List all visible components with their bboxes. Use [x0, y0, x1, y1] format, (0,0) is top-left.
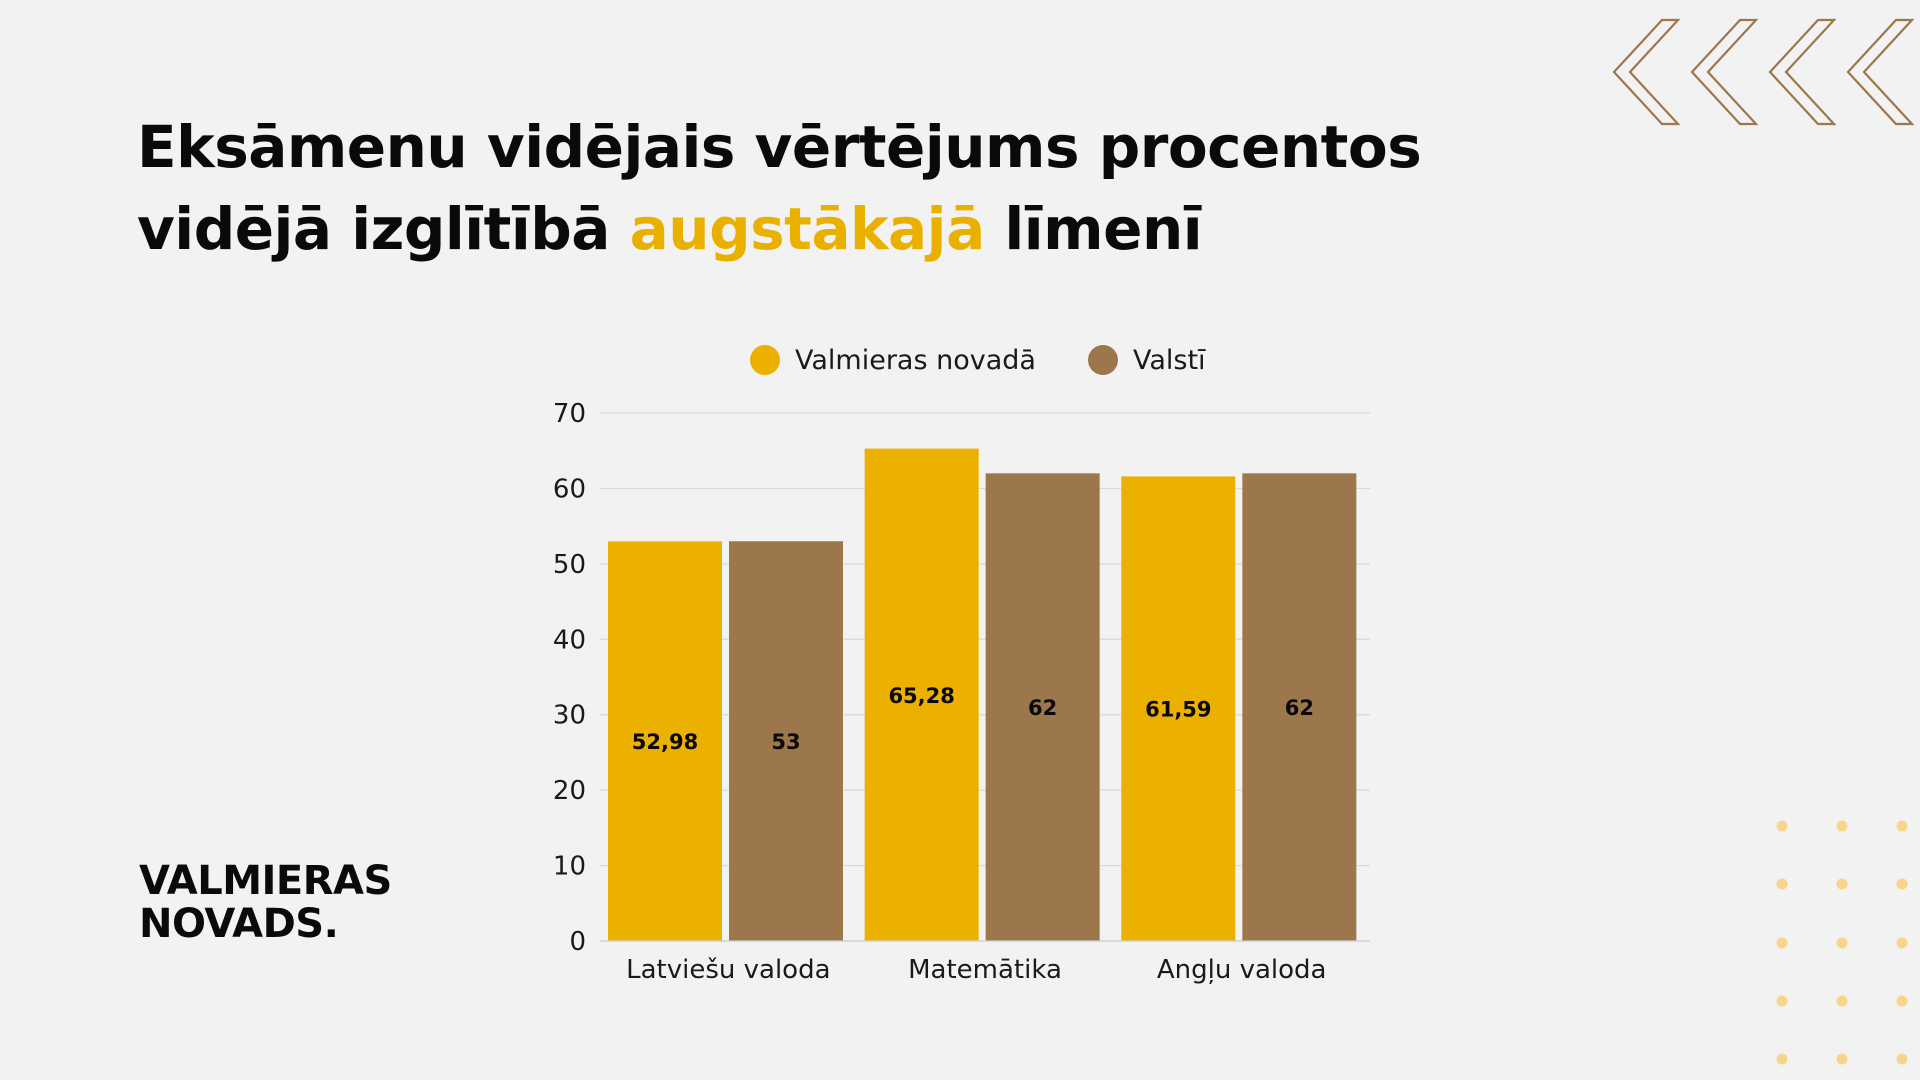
legend-label-valmieras: Valmieras novadā: [795, 344, 1036, 376]
logo-line-2: NOVADS.: [139, 901, 339, 947]
dot-grid: [1776, 820, 1908, 1065]
title-line-2-start: vidējā izglītībā: [137, 195, 630, 263]
y-tick-label: 70: [553, 399, 586, 429]
title-line-2-end: līmenī: [984, 195, 1203, 263]
legend-item-valsti: Valstī: [1087, 344, 1206, 376]
bar: [985, 473, 1100, 941]
chevron-left-icons: [1612, 18, 1915, 126]
bar: [1242, 473, 1357, 941]
data-label: 65,28: [888, 684, 954, 708]
chevron-left-icon: [1612, 18, 1681, 126]
y-tick-label: 10: [553, 852, 586, 882]
data-label: 53: [771, 730, 800, 754]
x-tick-label: Matemātika: [908, 955, 1062, 985]
data-label: 52,98: [632, 730, 698, 754]
chart-legend: Valmieras novadā Valstī: [750, 340, 1258, 380]
y-tick-label: 50: [553, 550, 586, 580]
y-tick-label: 40: [553, 625, 586, 655]
data-label: 62: [1285, 696, 1314, 720]
y-tick-label: 20: [553, 776, 586, 806]
bar: [1121, 476, 1236, 941]
y-tick-label: 30: [553, 701, 586, 731]
data-label: 61,59: [1145, 698, 1211, 722]
legend-swatch-valsti: [1087, 345, 1118, 375]
chevron-left-icon: [1768, 18, 1837, 126]
bar: [729, 541, 843, 941]
title-line-1: Eksāmenu vidējais vērtējums procentos: [137, 113, 1422, 181]
y-tick-label: 0: [569, 927, 586, 957]
y-tick-label: 60: [553, 474, 586, 504]
brand-logo: VALMIERAS NOVADS.: [139, 860, 392, 946]
logo-line-1: VALMIERAS: [139, 858, 392, 904]
legend-item-valmieras: Valmieras novadā: [750, 345, 1036, 376]
data-label: 62: [1028, 696, 1057, 720]
x-tick-label: Latviešu valoda: [626, 955, 830, 985]
title-highlight: augstākajā: [629, 195, 986, 263]
x-tick-label: Angļu valoda: [1157, 955, 1327, 985]
page-title: Eksāmenu vidējais vērtējums procentos vid…: [137, 106, 1537, 270]
chevron-left-icon: [1846, 18, 1915, 126]
bar: [864, 448, 979, 941]
bar: [608, 541, 722, 941]
legend-swatch-valmieras: [750, 345, 780, 375]
legend-label-valsti: Valstī: [1132, 344, 1206, 376]
chevron-left-icon: [1690, 18, 1759, 126]
